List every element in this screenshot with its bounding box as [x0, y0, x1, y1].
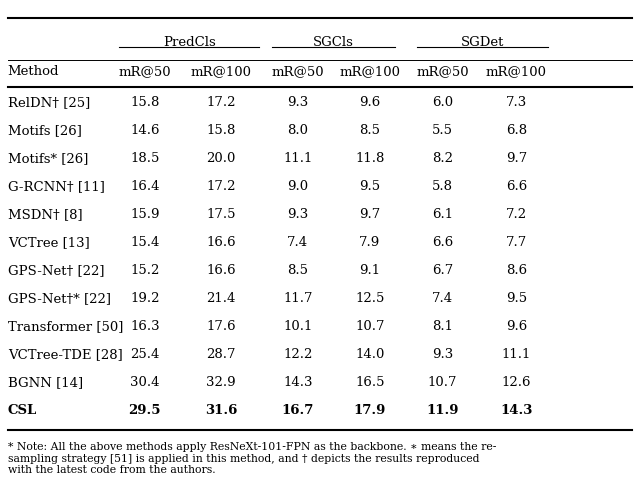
Text: 29.5: 29.5 [129, 404, 161, 417]
Text: 12.5: 12.5 [355, 292, 385, 305]
Text: PredCls: PredCls [163, 36, 216, 49]
Text: 25.4: 25.4 [130, 348, 159, 361]
Text: 5.8: 5.8 [432, 180, 453, 193]
Text: 20.0: 20.0 [207, 152, 236, 165]
Text: SGCls: SGCls [313, 36, 354, 49]
Text: 14.0: 14.0 [355, 348, 385, 361]
Text: CSL: CSL [8, 404, 37, 417]
Text: 11.8: 11.8 [355, 152, 385, 165]
Text: 15.8: 15.8 [130, 96, 159, 109]
Text: 9.6: 9.6 [359, 96, 380, 109]
Text: 10.7: 10.7 [428, 376, 457, 389]
Text: RelDN† [25]: RelDN† [25] [8, 96, 90, 109]
Text: 11.1: 11.1 [283, 152, 312, 165]
Text: MSDN† [8]: MSDN† [8] [8, 208, 83, 221]
Text: mR@50: mR@50 [118, 65, 171, 78]
Text: 9.5: 9.5 [359, 180, 380, 193]
Text: 7.4: 7.4 [287, 236, 308, 249]
Text: 14.3: 14.3 [500, 404, 532, 417]
Text: 9.3: 9.3 [287, 208, 308, 221]
Text: 6.0: 6.0 [432, 96, 453, 109]
Text: 9.1: 9.1 [359, 264, 380, 277]
Text: 16.4: 16.4 [130, 180, 159, 193]
Text: VCTree-TDE [28]: VCTree-TDE [28] [8, 348, 122, 361]
Text: 6.6: 6.6 [506, 180, 527, 193]
Text: 28.7: 28.7 [207, 348, 236, 361]
Text: SGDet: SGDet [461, 36, 504, 49]
Text: 10.1: 10.1 [283, 320, 312, 333]
Text: 9.3: 9.3 [432, 348, 453, 361]
Text: 14.3: 14.3 [283, 376, 312, 389]
Text: mR@50: mR@50 [271, 65, 324, 78]
Text: 9.7: 9.7 [506, 152, 527, 165]
Text: 7.2: 7.2 [506, 208, 527, 221]
Text: mR@50: mR@50 [416, 65, 468, 78]
Text: 6.6: 6.6 [432, 236, 453, 249]
Text: mR@100: mR@100 [486, 65, 547, 78]
Text: mR@100: mR@100 [191, 65, 252, 78]
Text: 10.7: 10.7 [355, 320, 385, 333]
Text: 12.6: 12.6 [502, 376, 531, 389]
Text: Motifs [26]: Motifs [26] [8, 124, 82, 137]
Text: 6.7: 6.7 [432, 264, 453, 277]
Text: 16.3: 16.3 [130, 320, 159, 333]
Text: 17.6: 17.6 [207, 320, 236, 333]
Text: BGNN [14]: BGNN [14] [8, 376, 83, 389]
Text: 8.1: 8.1 [432, 320, 453, 333]
Text: 17.5: 17.5 [207, 208, 236, 221]
Text: GPS-Net†* [22]: GPS-Net†* [22] [8, 292, 111, 305]
Text: 11.9: 11.9 [426, 404, 459, 417]
Text: 7.7: 7.7 [506, 236, 527, 249]
Text: 17.2: 17.2 [207, 180, 236, 193]
Text: 9.0: 9.0 [287, 180, 308, 193]
Text: Motifs* [26]: Motifs* [26] [8, 152, 88, 165]
Text: mR@100: mR@100 [339, 65, 400, 78]
Text: 8.5: 8.5 [359, 124, 380, 137]
Text: 14.6: 14.6 [130, 124, 159, 137]
Text: Method: Method [8, 65, 60, 78]
Text: 8.2: 8.2 [432, 152, 453, 165]
Text: 32.9: 32.9 [207, 376, 236, 389]
Text: 6.8: 6.8 [506, 124, 527, 137]
Text: 9.3: 9.3 [287, 96, 308, 109]
Text: 8.0: 8.0 [287, 124, 308, 137]
Text: 19.2: 19.2 [130, 292, 159, 305]
Text: 9.6: 9.6 [506, 320, 527, 333]
Text: 16.6: 16.6 [207, 236, 236, 249]
Text: 15.2: 15.2 [130, 264, 159, 277]
Text: 21.4: 21.4 [207, 292, 236, 305]
Text: 17.9: 17.9 [353, 404, 386, 417]
Text: 17.2: 17.2 [207, 96, 236, 109]
Text: 8.6: 8.6 [506, 264, 527, 277]
Text: Transformer [50]: Transformer [50] [8, 320, 123, 333]
Text: 12.2: 12.2 [283, 348, 312, 361]
Text: VCTree [13]: VCTree [13] [8, 236, 90, 249]
Text: 11.7: 11.7 [283, 292, 312, 305]
Text: 18.5: 18.5 [130, 152, 159, 165]
Text: 9.7: 9.7 [359, 208, 380, 221]
Text: 7.4: 7.4 [432, 292, 453, 305]
Text: 16.6: 16.6 [207, 264, 236, 277]
Text: 7.3: 7.3 [506, 96, 527, 109]
Text: 30.4: 30.4 [130, 376, 159, 389]
Text: 11.1: 11.1 [502, 348, 531, 361]
Text: 31.6: 31.6 [205, 404, 237, 417]
Text: 16.7: 16.7 [282, 404, 314, 417]
Text: 9.5: 9.5 [506, 292, 527, 305]
Text: * Note: All the above methods apply ResNeXt-101-FPN as the backbone. ∗ means the: * Note: All the above methods apply ResN… [8, 442, 496, 475]
Text: 15.4: 15.4 [130, 236, 159, 249]
Text: 15.9: 15.9 [130, 208, 159, 221]
Text: 7.9: 7.9 [359, 236, 380, 249]
Text: 15.8: 15.8 [207, 124, 236, 137]
Text: 8.5: 8.5 [287, 264, 308, 277]
Text: GPS-Net† [22]: GPS-Net† [22] [8, 264, 104, 277]
Text: G-RCNN† [11]: G-RCNN† [11] [8, 180, 104, 193]
Text: 16.5: 16.5 [355, 376, 385, 389]
Text: 5.5: 5.5 [432, 124, 453, 137]
Text: 6.1: 6.1 [432, 208, 453, 221]
